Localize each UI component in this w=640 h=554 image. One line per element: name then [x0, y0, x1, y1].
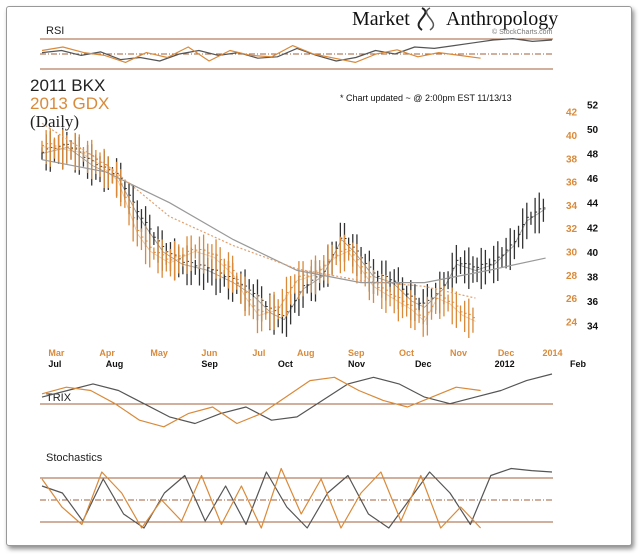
gdx-tick-label: 38 — [566, 154, 578, 165]
gdx-tick-label: 34 — [566, 201, 578, 212]
legend-period: (Daily) — [30, 112, 79, 131]
gdx-tick-label: 26 — [566, 294, 578, 305]
bkx-tick-label: 46 — [587, 174, 599, 185]
gdx-month-label: Mar — [48, 348, 65, 358]
brand-left: Market — [352, 8, 410, 30]
gdx-month-label: Dec — [498, 348, 515, 358]
bkx-tick-label: 44 — [587, 199, 599, 210]
dna-logo-icon — [417, 7, 435, 31]
bkx-month-label: Oct — [278, 359, 293, 369]
gdx-tick-label: 30 — [566, 247, 578, 258]
bkx-tick-label: 34 — [587, 322, 599, 333]
gdx-rsi-line — [41, 45, 481, 63]
stochastics-label: Stochastics — [46, 452, 103, 464]
gdx-tick-label: 42 — [566, 108, 578, 119]
bkx-tick-label: 42 — [587, 223, 599, 234]
bkx-tick-label: 50 — [587, 125, 599, 136]
gdx-month-label: Aug — [297, 348, 315, 358]
gdx-tick-label: 28 — [566, 271, 578, 282]
gdx-tick-label: 40 — [566, 131, 578, 142]
bkx-tick-label: 48 — [587, 150, 599, 161]
trix-label: TRIX — [46, 392, 72, 404]
legend-bkx: 2011 BKX — [30, 76, 105, 95]
gdx-month-label: Sep — [348, 348, 365, 358]
gdx-month-label: May — [150, 348, 168, 358]
bkx-month-label: Feb — [570, 359, 587, 369]
gdx-month-label: Nov — [450, 348, 467, 358]
bkx-tick-label: 40 — [587, 248, 599, 259]
bkx-tick-label: 52 — [587, 100, 599, 111]
bkx-month-label: Dec — [415, 359, 432, 369]
rsi-label: RSI — [46, 25, 64, 37]
bkx-month-label: 2012 — [495, 359, 515, 369]
source-credit: © StockCharts.com — [492, 28, 553, 36]
bkx-month-label: Jul — [48, 359, 61, 369]
gdx-month-label: Oct — [399, 348, 414, 358]
bkx-trix-line — [41, 373, 553, 425]
bkx-tick-label: 36 — [587, 297, 599, 308]
gdx-month-label: Apr — [99, 348, 115, 358]
bkx-month-label: Sep — [201, 359, 218, 369]
bkx-rsi-line — [41, 38, 553, 62]
moving-average-line — [41, 159, 546, 284]
gdx-tick-label: 32 — [566, 224, 578, 235]
gdx-month-label: 2014 — [542, 348, 562, 358]
brand-right: Anthropology — [446, 8, 558, 30]
bkx-month-label: Aug — [106, 359, 124, 369]
gdx-month-label: Jun — [201, 348, 217, 358]
bkx-stoch-line — [41, 467, 553, 529]
legend-gdx: 2013 GDX — [30, 94, 109, 113]
moving-average-line — [41, 122, 476, 299]
bkx-tick-label: 38 — [587, 273, 599, 284]
gdx-month-label: Jul — [252, 348, 265, 358]
gdx-tick-label: 24 — [566, 317, 578, 328]
gdx-trix-line — [41, 376, 481, 428]
gdx-stoch-line — [41, 467, 482, 529]
bkx-month-label: Nov — [348, 359, 365, 369]
gdx-tick-label: 36 — [566, 178, 578, 189]
update-note: * Chart updated ~ @ 2:00pm EST 11/13/13 — [340, 93, 512, 103]
